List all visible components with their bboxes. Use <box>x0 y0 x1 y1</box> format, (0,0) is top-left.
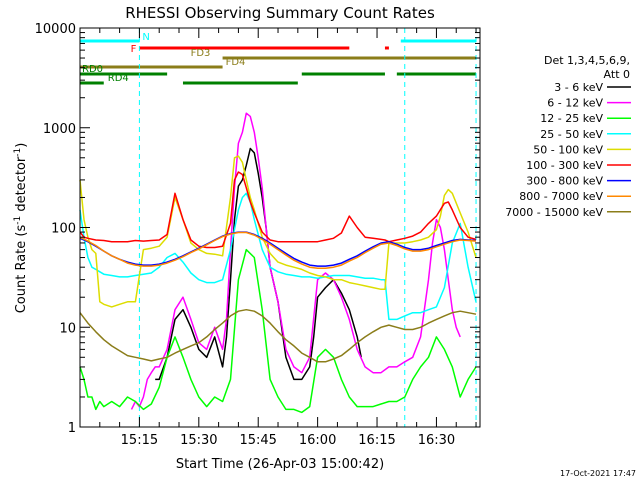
series-line <box>79 231 477 267</box>
y-axis-label: Count Rate (s-1 detector-1) <box>13 143 29 314</box>
footer-date: 17-Oct-2021 17:47 <box>560 469 636 478</box>
legend-header-line1: Det 1,3,4,5,6,9, <box>544 54 630 67</box>
legend: 3 - 6 keV 6 - 12 keV 12 - 25 keV 25 - 50 ke… <box>505 81 631 219</box>
x-axis-ticks: 15:15 15:30 15:45 16:00 16:15 16:30 <box>99 28 477 448</box>
x-tick-label: 15:30 <box>180 433 217 448</box>
x-tick-label: 15:45 <box>239 433 276 448</box>
y-axis-label-exp1: -1 <box>13 216 23 225</box>
legend-entry-label: 300 - 800 keV <box>526 175 603 188</box>
legend-entry-label: 12 - 25 keV <box>540 112 603 125</box>
series-line <box>155 147 362 381</box>
x-tick-label: 16:30 <box>418 433 455 448</box>
series-line <box>79 248 477 414</box>
x-axis-label: Start Time (26-Apr-03 15:00:42) <box>176 457 384 472</box>
flag-bar-label: F <box>131 44 137 55</box>
y-tick-label: 10000 <box>35 22 76 37</box>
series-line <box>79 231 477 270</box>
y-tick-label: 100 <box>51 222 76 237</box>
legend-entry-label: 50 - 100 keV <box>533 143 603 156</box>
series-line <box>130 112 461 410</box>
y-tick-label: 1000 <box>43 122 76 137</box>
legend-entry-label: 3 - 6 keV <box>554 81 603 94</box>
flag-bar-label: FD3 <box>191 48 211 59</box>
x-tick-label: 16:00 <box>299 433 336 448</box>
y-axis-label-part2: detector <box>14 156 29 216</box>
x-tick-label: 15:15 <box>121 433 158 448</box>
y-axis-label-part3: ) <box>14 143 29 148</box>
y-axis-label-exp2: -1 <box>13 148 23 157</box>
legend-entry-label: 800 - 7000 keV <box>519 190 603 203</box>
y-axis-label-part1: Count Rate (s <box>14 225 29 314</box>
flag-bar-label: N <box>142 32 149 43</box>
flag-bar-label: RD4 <box>108 73 129 84</box>
chart-title: RHESSI Observing Summary Count Rates <box>125 4 435 22</box>
legend-header-line2: Att 0 <box>604 68 630 81</box>
legend-entry-label: 100 - 300 keV <box>526 159 603 172</box>
flag-bar-label: FD4 <box>226 57 246 68</box>
legend-entry-label: 7000 - 15000 keV <box>505 206 603 219</box>
x-tick-label: 16:15 <box>358 433 395 448</box>
series-line <box>79 171 477 249</box>
series-line <box>79 155 477 308</box>
y-tick-label: 1 <box>68 421 76 436</box>
y-tick-label: 10 <box>59 321 76 336</box>
series-lines <box>79 112 477 414</box>
flag-bars: NF FD3 FD4 RD0 RD4 <box>80 32 477 85</box>
legend-entry-label: 6 - 12 keV <box>547 97 603 110</box>
series-line <box>79 192 477 321</box>
flag-bar-label: RD0 <box>82 64 103 75</box>
series-line <box>79 308 477 363</box>
legend-entry-label: 25 - 50 keV <box>540 128 603 141</box>
y-axis-ticks: 1 10 100 1000 10000 <box>35 22 480 436</box>
